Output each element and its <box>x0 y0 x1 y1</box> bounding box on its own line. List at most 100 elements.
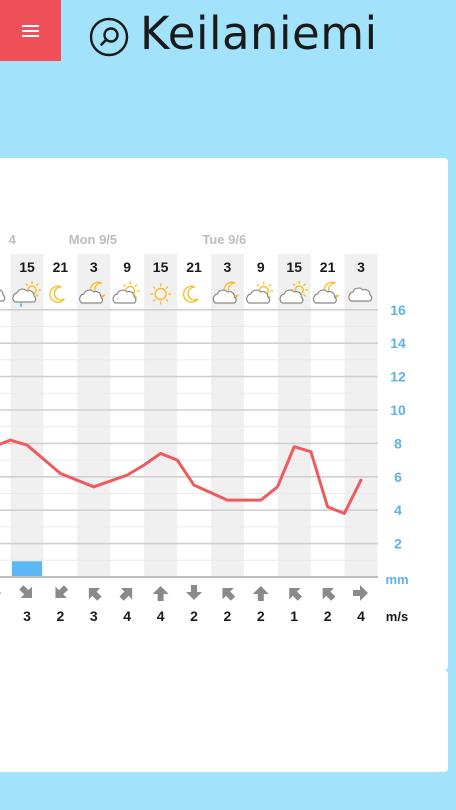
wind-speed-label: 4 <box>357 608 365 624</box>
sun-ray <box>292 283 296 287</box>
wind-speed-label: 2 <box>57 608 65 624</box>
menu-button[interactable] <box>0 0 61 61</box>
forecast-chart[interactable]: 4 Mon 9/5 Tue 9/6 15 21 3 9 15 21 3 9 15 21 3 161412… <box>0 158 448 670</box>
column-shade <box>10 254 44 576</box>
cloud-icon <box>348 287 373 302</box>
wind-speed-label: 3 <box>90 608 98 624</box>
location-title: Keilaniemi <box>140 7 378 60</box>
cloud-shape <box>112 289 137 304</box>
precip-unit-label: mm <box>385 572 408 587</box>
hour-label: 3 <box>357 259 365 275</box>
wind-arrow-icon <box>322 588 336 601</box>
sun-ray <box>302 293 307 297</box>
secondary-card <box>0 670 448 772</box>
wind-arrow-icon <box>119 588 133 601</box>
sun-ray <box>267 295 271 299</box>
sun-ray <box>134 283 138 287</box>
hour-label: 3 <box>90 259 98 275</box>
wind-speed-label: 2 <box>190 608 198 624</box>
sun-ray <box>152 286 156 290</box>
y-tick-label: 8 <box>394 435 402 451</box>
day-label: Tue 9/6 <box>202 232 246 247</box>
partly-cloudy-rain-day-icon <box>12 281 41 307</box>
hour-label: 9 <box>257 259 265 275</box>
day-label: Mon 9/5 <box>69 232 117 247</box>
cloud-shape <box>0 289 6 302</box>
wind-arrow-icon <box>55 585 69 598</box>
wind-arrow-icon <box>186 585 202 600</box>
wind-arrow-icon <box>0 592 1 594</box>
y-tick-label: 10 <box>390 402 406 418</box>
partly-sunny-icon <box>246 281 274 304</box>
hour-label: 15 <box>153 259 169 275</box>
wind-arrow-icon <box>252 586 269 601</box>
cloud-shape <box>12 288 37 303</box>
partly-cloudy-night-icon <box>312 281 340 304</box>
wind-arrow-icon <box>152 586 169 601</box>
partial-cloud-icon <box>0 289 6 302</box>
wind-speed-label: 2 <box>257 608 265 624</box>
wind-arrow-icon <box>353 585 368 601</box>
cloud-shape <box>212 289 237 304</box>
moon-shape <box>89 281 106 299</box>
partly-cloudy-night-icon <box>212 281 239 304</box>
sun-ray <box>35 293 39 297</box>
wind-speed-label: 2 <box>224 608 232 624</box>
y-tick-label: 4 <box>394 502 402 518</box>
forecast-card: 4 Mon 9/5 Tue 9/6 15 21 3 9 15 21 3 9 15 21 3 16 14 12… <box>0 158 448 670</box>
hour-label: 9 <box>123 259 131 275</box>
sun-ray <box>256 283 260 287</box>
column-shade <box>344 254 378 576</box>
sun-ray <box>25 283 29 287</box>
sun-icon <box>150 283 172 305</box>
wind-speed-label: 3 <box>23 608 31 624</box>
search-button[interactable] <box>89 17 129 57</box>
day-label: 4 <box>9 232 17 247</box>
sun-ray <box>267 283 271 287</box>
partly-cloudy-day-icon <box>279 281 309 304</box>
moon-shape <box>223 281 239 299</box>
moon-icon <box>49 285 65 303</box>
moon-shape <box>49 285 65 303</box>
sun-ray <box>134 295 138 299</box>
moon-icon <box>182 285 199 303</box>
moon-shape <box>182 285 199 303</box>
wind-speed-label: 4 <box>123 608 131 624</box>
cloud-shape <box>279 289 304 304</box>
moon-shape <box>323 281 340 299</box>
search-icon <box>89 17 129 57</box>
precipitation-bar <box>12 561 42 576</box>
partly-cloudy-night-icon <box>79 281 106 304</box>
hour-label: 21 <box>186 259 202 275</box>
temperature-line <box>0 438 363 516</box>
cloud-shape <box>348 287 373 302</box>
sun-ray <box>152 298 156 302</box>
wind-speed-label: 4 <box>157 608 165 624</box>
wind-arrow-icon <box>289 588 302 601</box>
hour-label: 21 <box>320 259 336 275</box>
y-tick-label: 16 <box>390 302 406 318</box>
y-tick-label: 14 <box>390 335 406 351</box>
sun-ray <box>165 298 169 302</box>
wind-speed-label: 1 <box>290 608 298 624</box>
sun-ray <box>35 283 39 287</box>
wind-arrow-icon <box>222 588 236 601</box>
raindrop <box>20 302 22 307</box>
column-shade <box>277 254 311 576</box>
sun-ray <box>165 286 169 290</box>
wind-unit-label: m/s <box>386 609 408 624</box>
y-tick-label: 2 <box>394 536 402 552</box>
wind-arrow-icon <box>88 588 102 601</box>
hour-label: 3 <box>224 259 232 275</box>
partly-sunny-icon <box>112 281 140 304</box>
sun-ray <box>123 283 127 287</box>
cloud-shape <box>79 289 104 304</box>
y-tick-label: 12 <box>390 369 406 385</box>
column-shade <box>210 254 244 576</box>
y-tick-label: 6 <box>394 469 402 485</box>
wind-arrow-icon <box>19 585 32 598</box>
hour-label: 15 <box>286 259 302 275</box>
column-shade <box>144 254 178 576</box>
column-shade <box>77 254 111 576</box>
wind-speed-label: 2 <box>324 608 332 624</box>
